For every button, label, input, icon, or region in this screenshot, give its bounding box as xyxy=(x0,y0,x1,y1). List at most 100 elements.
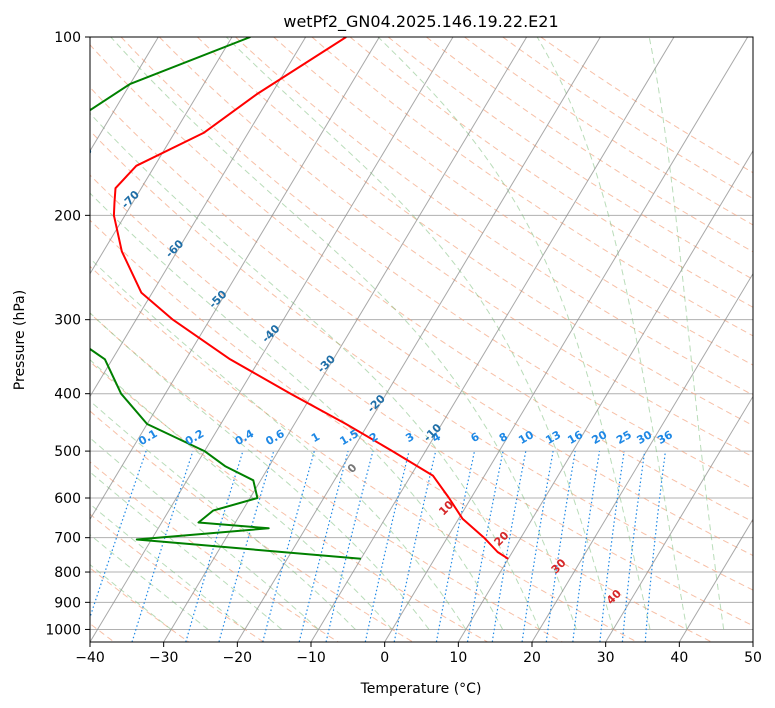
y-axis-title: Pressure (hPa) xyxy=(12,290,28,390)
isotherm-line xyxy=(678,518,753,642)
mixing-ratio-label: 8 xyxy=(497,430,510,445)
dry-adiabat-line xyxy=(90,513,264,642)
mixing-ratio-label: 10 xyxy=(516,428,536,447)
mixing-ratio-line xyxy=(364,450,410,642)
mixing-ratio-line xyxy=(393,450,437,642)
mixing-ratio-line xyxy=(185,450,244,642)
chart-title: wetPf2_GN04.2025.146.19.22.E21 xyxy=(283,12,558,32)
x-tick-label: 10 xyxy=(449,650,467,666)
dry-adiabat-line xyxy=(158,37,753,458)
mixing-ratio-label: 16 xyxy=(565,428,585,447)
plot-frame xyxy=(89,36,754,643)
dry-adiabat-line xyxy=(235,37,753,396)
x-tick-label: −20 xyxy=(223,650,253,666)
y-tick-label: 800 xyxy=(54,565,81,581)
dry-adiabat-line xyxy=(90,410,414,642)
mixing-ratio-line xyxy=(218,450,275,642)
y-tick-label: 500 xyxy=(54,444,81,460)
x-tick-label: 40 xyxy=(670,650,688,666)
y-tick-label: 300 xyxy=(54,313,81,329)
dry-adiabat-line xyxy=(90,360,488,642)
dry-adiabat-label: -20 xyxy=(365,392,388,415)
y-tick-label: 900 xyxy=(54,595,81,611)
mixing-ratio-line xyxy=(262,450,315,642)
dry-adiabat-line xyxy=(387,37,753,280)
isotherm-line xyxy=(457,149,753,642)
isotherm-line xyxy=(90,37,380,521)
y-tick-label: 200 xyxy=(54,208,81,224)
moist-adiabat-line xyxy=(90,437,319,630)
mixing-ratio-line xyxy=(644,451,666,642)
x-tick-label: 50 xyxy=(744,650,762,666)
mixing-ratio-line xyxy=(545,451,576,642)
moist-adiabat-label: 0 xyxy=(345,461,360,476)
moist-adiabat-line xyxy=(90,112,540,630)
x-tick-label: 30 xyxy=(597,650,615,666)
mixing-ratio-label: 0.1 xyxy=(136,427,159,448)
mixing-ratio-line xyxy=(298,450,349,642)
dry-adiabat-label: -100 xyxy=(0,33,16,62)
dry-adiabat-line xyxy=(349,37,753,308)
mixing-ratio-label: 25 xyxy=(614,428,634,447)
mixing-ratio-line xyxy=(621,451,646,642)
dry-adiabat-line xyxy=(273,37,753,366)
isotherm-line xyxy=(384,37,749,642)
isotherm-line xyxy=(90,37,307,398)
isotherm-line xyxy=(605,395,753,642)
mixing-ratio-label: 30 xyxy=(635,428,655,447)
dry-adiabat-line xyxy=(90,86,753,557)
mixing-ratio-label: 0.4 xyxy=(233,427,257,448)
dry-adiabat-line xyxy=(426,37,753,253)
dry-adiabat-line xyxy=(90,312,563,642)
isotherm-line xyxy=(236,37,601,642)
mixing-ratio-label: 1 xyxy=(309,430,322,445)
dry-adiabat-line xyxy=(90,219,712,642)
moist-adiabat-label: 40 xyxy=(604,587,624,607)
moist-adiabat-line xyxy=(90,471,283,630)
moist-adiabat-line xyxy=(377,37,651,630)
mixing-ratio-label: 3 xyxy=(403,430,416,445)
moist-adiabat-line xyxy=(90,312,430,630)
axes: −40 −30 −20 −10 0 10 20 30 40 5010020030040050060… xyxy=(45,30,762,666)
dry-adiabat-label: -70 xyxy=(119,188,142,211)
mixing-ratio-line xyxy=(599,451,625,642)
dry-adiabat-label: -80 xyxy=(72,144,95,167)
moist-adiabat-line xyxy=(90,257,467,630)
moist-adiabat-line xyxy=(90,400,356,630)
dry-adiabat-line xyxy=(90,265,638,642)
moist-adiabat-label: 30 xyxy=(549,556,569,576)
moist-adiabat-line xyxy=(536,37,688,630)
isotherm-line xyxy=(752,641,753,642)
moist-adiabat-label: 10 xyxy=(436,498,456,518)
y-tick-label: 1000 xyxy=(45,622,81,638)
isotherm-line xyxy=(163,37,528,642)
x-tick-label: −10 xyxy=(296,650,326,666)
moist-adiabat-label: 20 xyxy=(492,529,512,549)
dry-adiabat-line xyxy=(197,37,753,427)
y-tick-label: 400 xyxy=(54,387,81,403)
moist-adiabat-line xyxy=(90,534,209,630)
dry-adiabat-line xyxy=(90,174,753,627)
dry-adiabat-line xyxy=(90,567,190,642)
dry-adiabat-line xyxy=(311,37,753,337)
dry-adiabat-label: -90 xyxy=(30,90,53,113)
y-tick-label: 100 xyxy=(54,30,81,46)
x-tick-label: 20 xyxy=(523,650,541,666)
x-axis-title: Temperature (°C) xyxy=(360,681,482,697)
moist-adiabat-line xyxy=(225,37,614,630)
temperature-profile-line xyxy=(112,37,509,560)
moist-adiabat-line xyxy=(110,37,577,630)
dry-adiabat-label: -50 xyxy=(206,288,229,311)
x-tick-label: −40 xyxy=(75,650,105,666)
mixing-ratio-label: 0.2 xyxy=(183,427,206,448)
mixing-ratio-line xyxy=(131,450,194,642)
mixing-ratio-label: 6 xyxy=(468,430,481,445)
y-tick-label: 600 xyxy=(54,491,81,507)
mixing-ratio-line xyxy=(572,451,601,642)
isotherm-line xyxy=(310,37,675,642)
isotherm-line xyxy=(90,37,233,275)
dry-adiabat-line xyxy=(540,37,753,174)
dry-adiabat-line xyxy=(90,461,339,642)
x-tick-label: 0 xyxy=(380,650,389,666)
